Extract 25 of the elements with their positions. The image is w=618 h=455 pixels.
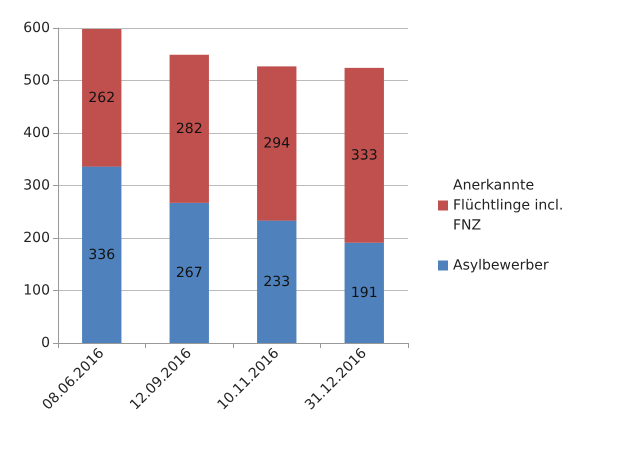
data-label: 333 [350,147,378,164]
bar [257,66,296,221]
bar [257,220,296,343]
y-tick-label: 500 [23,72,50,88]
data-label: 191 [350,284,378,301]
legend-label: Anerkannte Flüchtlinge incl. FNZ [453,178,568,234]
y-tick-label: 0 [41,335,50,351]
data-label: 233 [263,274,290,290]
bar [344,242,384,343]
data-label: 282 [176,120,203,137]
y-tick-label: 400 [23,125,50,141]
bar [170,54,209,203]
y-tick-label: 600 [23,20,50,36]
bar [344,68,384,243]
bar [82,29,122,167]
data-label: 294 [263,136,290,152]
data-label: 336 [88,246,116,263]
y-tick-label: 300 [23,178,50,194]
bar [82,166,122,343]
data-label: 262 [88,90,116,106]
y-tick-label: 100 [23,282,50,298]
y-tick-label: 200 [23,230,50,246]
bar [170,202,209,343]
data-label: 267 [176,264,203,281]
legend-label: Asylbewerber [453,258,549,274]
